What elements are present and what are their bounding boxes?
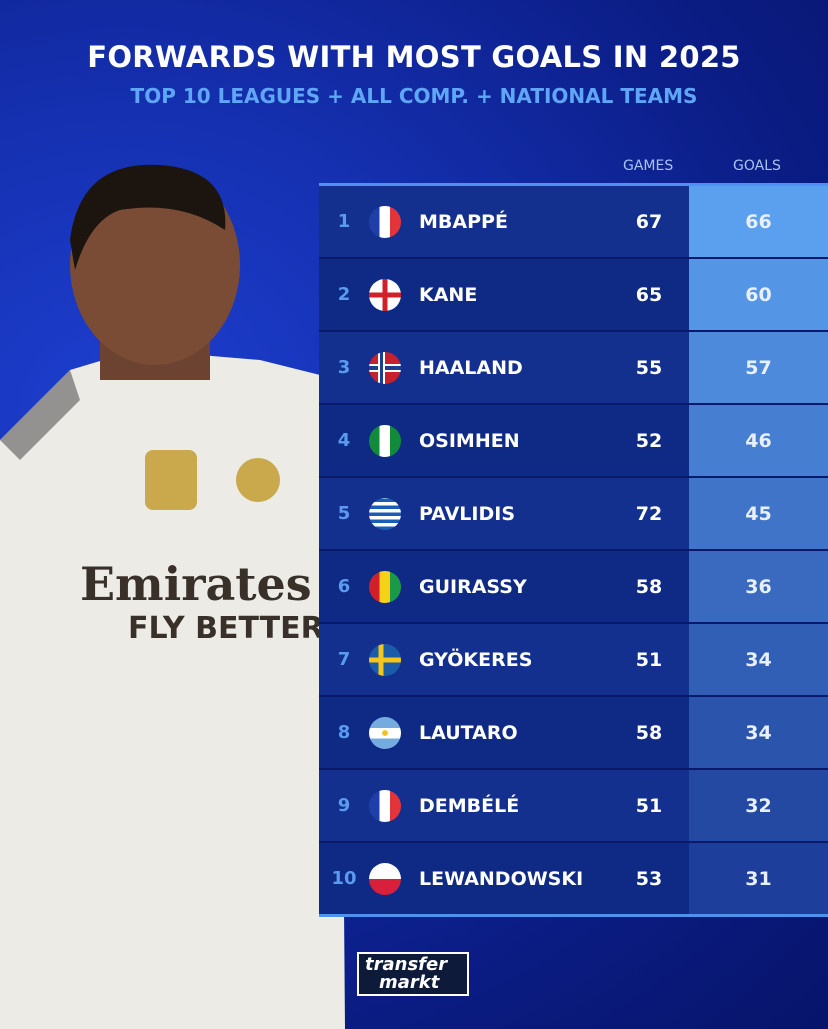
player-name: KANE: [419, 283, 478, 306]
player-name: GYÖKERES: [419, 648, 533, 671]
games-value: 53: [635, 867, 663, 890]
rank: 6: [337, 576, 351, 597]
svg-text:Emirates: Emirates: [80, 557, 312, 611]
table-row: 4 OSIMHEN 52 46: [319, 405, 828, 478]
player-name: LAUTARO: [419, 721, 518, 744]
table-row: 5 PAVLIDIS 72 45: [319, 478, 828, 551]
france-flag-icon: [369, 205, 401, 238]
games-value: 58: [635, 575, 663, 598]
games-value: 55: [635, 356, 663, 379]
goals-value: 36: [689, 551, 828, 622]
guinea-flag-icon: [369, 570, 401, 603]
poland-flag-icon: [369, 862, 401, 895]
rank: 10: [331, 868, 357, 889]
england-flag-icon: [369, 278, 401, 311]
logo-text-1: transfer: [365, 954, 448, 975]
table-row: 1 MBAPPÉ 67 66: [319, 186, 828, 259]
rank: 8: [337, 722, 351, 743]
table-row: 9 DEMBÉLÉ 51 32: [319, 770, 828, 843]
argentina-flag-icon: [369, 716, 401, 749]
player-name: GUIRASSY: [419, 575, 527, 598]
goals-column-header: GOALS: [733, 158, 781, 174]
goals-value: 45: [689, 478, 828, 549]
player-name: OSIMHEN: [419, 429, 520, 452]
rank: 1: [337, 211, 351, 232]
goals-value: 66: [689, 186, 828, 257]
logo-text-2: markt: [379, 972, 440, 993]
games-value: 51: [635, 648, 663, 671]
norway-flag-icon: [369, 351, 401, 384]
goals-value: 34: [689, 624, 828, 695]
games-value: 67: [635, 210, 663, 233]
games-column-header: GAMES: [623, 158, 674, 174]
page-title: FORWARDS WITH MOST GOALS IN 2025: [87, 40, 741, 74]
games-value: 51: [635, 794, 663, 817]
goals-value: 34: [689, 697, 828, 768]
player-name: DEMBÉLÉ: [419, 794, 520, 817]
games-value: 65: [635, 283, 663, 306]
goals-value: 60: [689, 259, 828, 330]
ranking-table: 1 MBAPPÉ 67 66 2 KANE 65 60 3 HAALAND 55 57 4 OSIMHEN…: [319, 183, 828, 917]
table-row: 6 GUIRASSY 58 36: [319, 551, 828, 624]
table-row: 7 GYÖKERES 51 34: [319, 624, 828, 697]
goals-value: 31: [689, 843, 828, 914]
player-photo: Emirates FLY BETTER: [0, 164, 345, 1029]
games-value: 72: [635, 502, 663, 525]
rank: 4: [337, 430, 351, 451]
rank: 2: [337, 284, 351, 305]
rank: 9: [337, 795, 351, 816]
table-row: 8 LAUTARO 58 34: [319, 697, 828, 770]
rank: 3: [337, 357, 351, 378]
goals-value: 32: [689, 770, 828, 841]
transfermarkt-logo: transfer markt: [357, 952, 469, 996]
player-name: PAVLIDIS: [419, 502, 516, 525]
table-row: 10 LEWANDOWSKI 53 31: [319, 843, 828, 914]
goals-value: 57: [689, 332, 828, 403]
player-name: HAALAND: [419, 356, 523, 379]
rank: 5: [337, 503, 351, 524]
goals-value: 46: [689, 405, 828, 476]
greece-flag-icon: [369, 497, 401, 530]
table-row: 2 KANE 65 60: [319, 259, 828, 332]
sweden-flag-icon: [369, 643, 401, 676]
rank: 7: [337, 649, 351, 670]
player-name: LEWANDOWSKI: [419, 867, 584, 890]
france-flag-icon: [369, 789, 401, 822]
nigeria-flag-icon: [369, 424, 401, 457]
table-row: 3 HAALAND 55 57: [319, 332, 828, 405]
games-value: 52: [635, 429, 663, 452]
games-value: 58: [635, 721, 663, 744]
svg-text:FLY BETTER: FLY BETTER: [128, 611, 324, 646]
page-subtitle: TOP 10 LEAGUES + ALL COMP. + NATIONAL TE…: [130, 84, 698, 108]
player-name: MBAPPÉ: [419, 210, 508, 233]
